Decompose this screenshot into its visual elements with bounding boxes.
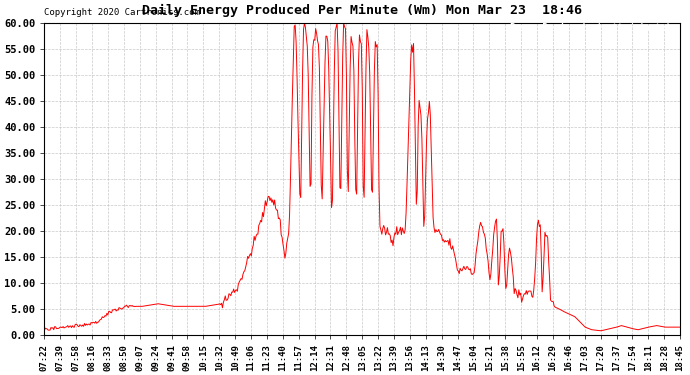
Title: Daily Energy Produced Per Minute (Wm) Mon Mar 23  18:46: Daily Energy Produced Per Minute (Wm) Mo… — [142, 4, 582, 17]
Text: Copyright 2020 Cartronics.com: Copyright 2020 Cartronics.com — [44, 8, 200, 17]
